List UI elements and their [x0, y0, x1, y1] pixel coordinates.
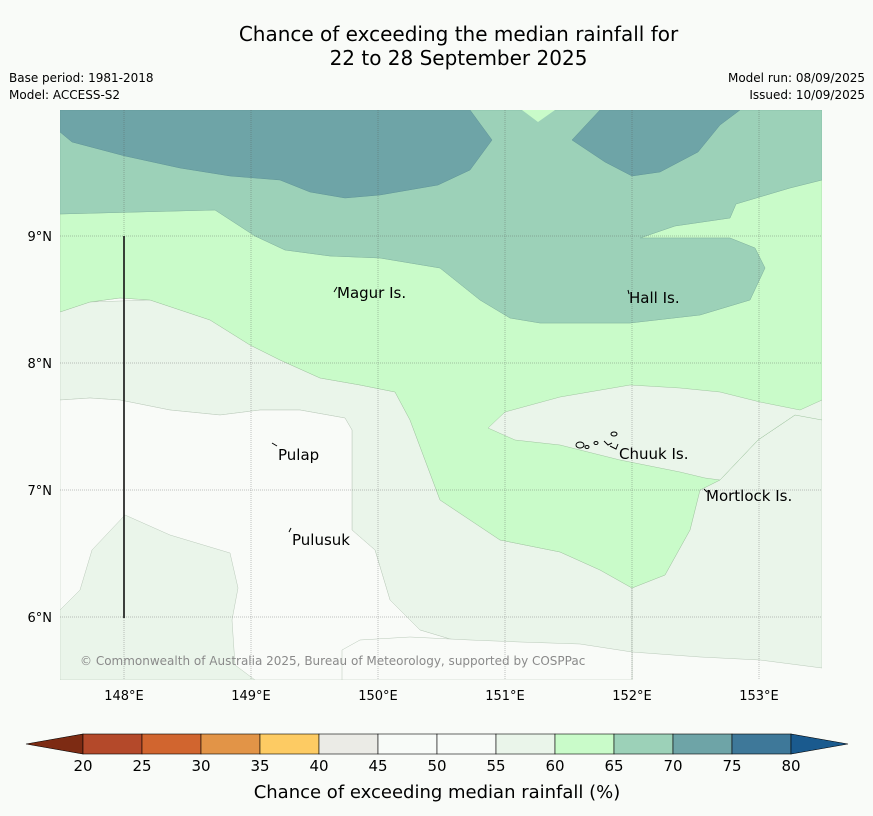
map-title: Chance of exceeding the median rainfall … — [0, 22, 873, 70]
island-hall — [627, 289, 630, 295]
place-label-hall: Hall Is. — [629, 289, 680, 307]
colorbar — [25, 733, 849, 755]
lon-label: 148°E — [104, 689, 144, 704]
meta-right: Model run: 08/09/2025 Issued: 10/09/2025 — [728, 70, 865, 104]
zone-55-60-bottom — [341, 636, 633, 680]
zone-75-80-left — [60, 110, 493, 199]
island-mortlock — [703, 488, 708, 493]
title-line-2: 22 to 28 September 2025 — [329, 46, 588, 70]
issued-date: Issued: 10/09/2025 — [749, 88, 865, 102]
colorbar-tick-label: 55 — [486, 757, 505, 775]
lat-label: 7°N — [28, 484, 53, 499]
colorbar-segment — [141, 733, 202, 755]
lat-label: 9°N — [28, 230, 53, 245]
colorbar-tick-label: 70 — [663, 757, 682, 775]
colorbar-tick-label: 20 — [73, 757, 92, 775]
island-chuuk — [575, 431, 619, 450]
place-label-pulap: Pulap — [278, 446, 319, 464]
colorbar-arrow-high — [790, 733, 849, 755]
colorbar-title: Chance of exceeding median rainfall (%) — [254, 782, 621, 803]
model-name: Model: ACCESS-S2 — [9, 88, 121, 102]
colorbar-segment — [613, 733, 674, 755]
place-label-mortlock: Mortlock Is. — [706, 487, 792, 505]
zone-60-65-chuuk — [487, 384, 822, 481]
colorbar-tick-label: 30 — [191, 757, 210, 775]
colorbar-arrow-low — [25, 733, 84, 755]
colorbar-tick-label: 75 — [722, 757, 741, 775]
lon-label: 149°E — [231, 689, 271, 704]
meta-left: Base period: 1981-2018 Model: ACCESS-S2 — [9, 70, 154, 104]
base-period: Base period: 1981-2018 — [9, 71, 154, 85]
place-label-chuuk: Chuuk Is. — [619, 445, 688, 463]
title-line-1: Chance of exceeding the median rainfall … — [238, 22, 679, 46]
copyright-text: © Commonwealth of Australia 2025, Bureau… — [80, 654, 585, 668]
colorbar-segment — [495, 733, 556, 755]
island-magur — [333, 286, 338, 293]
island-pulap — [271, 442, 278, 447]
colorbar-segment — [436, 733, 497, 755]
colorbar-segment — [318, 733, 379, 755]
lon-label: 153°E — [739, 689, 779, 704]
islands — [271, 286, 708, 533]
colorbar-segment — [554, 733, 615, 755]
place-label-magur: Magur Is. — [337, 284, 406, 302]
lon-label: 151°E — [485, 689, 525, 704]
map-area: Magur Is. Hall Is. Pulap Chuuk Is. Mortl… — [60, 110, 822, 680]
colorbar-tick-label: 25 — [132, 757, 151, 775]
zone-75-80-right — [571, 110, 741, 177]
colorbar-segment — [377, 733, 438, 755]
colorbar-segment — [82, 733, 143, 755]
lon-label: 152°E — [612, 689, 652, 704]
latitude-labels: 9°N 8°N 7°N 6°N — [28, 230, 53, 626]
model-run: Model run: 08/09/2025 — [727, 71, 865, 85]
colorbar-segment — [731, 733, 792, 755]
colorbar-tick-label: 80 — [781, 757, 800, 775]
colorbar-tick-label: 40 — [309, 757, 328, 775]
lat-label: 6°N — [28, 611, 53, 626]
island-pulusuk — [288, 527, 292, 533]
colorbar-segment — [672, 733, 733, 755]
longitude-labels: 148°E 149°E 150°E 151°E 152°E 153°E — [104, 689, 779, 704]
colorbar-tick-label: 35 — [250, 757, 269, 775]
lon-label: 150°E — [358, 689, 398, 704]
lat-label: 8°N — [28, 357, 53, 372]
colorbar-segment — [200, 733, 261, 755]
colorbar-labels: 20 25 30 35 40 45 50 55 60 65 70 75 80 — [73, 757, 800, 775]
zone-60-65-lower-left — [60, 514, 256, 680]
place-label-pulusuk: Pulusuk — [292, 531, 350, 549]
zone-65-70-top — [522, 110, 555, 122]
colorbar-tick-label: 60 — [545, 757, 564, 775]
colorbar-tick-label: 45 — [368, 757, 387, 775]
colorbar-tick-label: 50 — [427, 757, 446, 775]
colorbar-tick-label: 65 — [604, 757, 623, 775]
colorbar-segment — [259, 733, 320, 755]
